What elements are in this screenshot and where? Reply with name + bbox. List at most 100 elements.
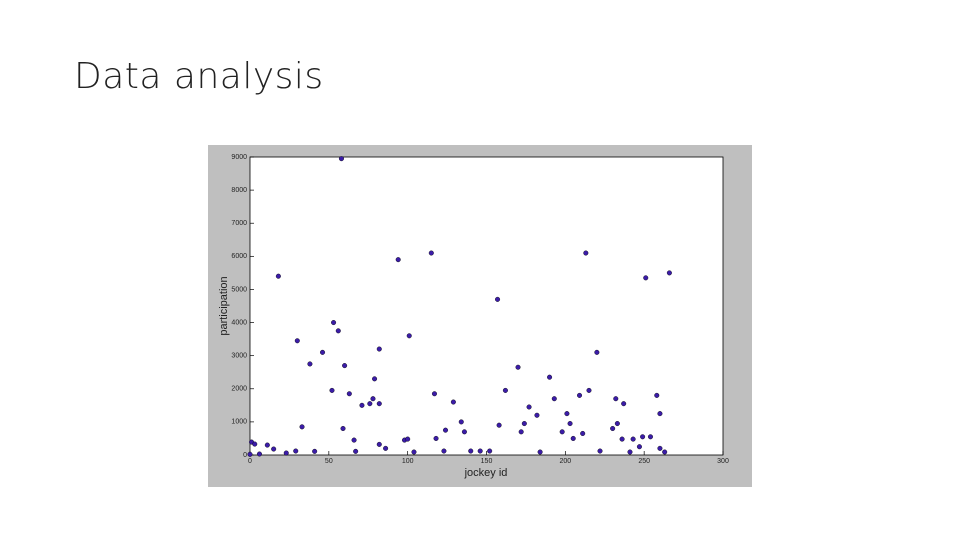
point	[342, 363, 348, 369]
point	[496, 422, 502, 428]
point	[662, 449, 668, 455]
point	[329, 387, 335, 393]
point	[657, 411, 663, 417]
plot-area	[249, 156, 724, 456]
point	[461, 429, 467, 435]
point	[594, 349, 600, 355]
point	[564, 411, 570, 417]
point	[468, 448, 474, 454]
point	[577, 392, 583, 398]
point	[627, 449, 633, 455]
point	[458, 419, 464, 425]
y-tick-label: 0	[243, 452, 247, 459]
x-tick-label: 200	[559, 458, 571, 465]
point	[370, 396, 376, 402]
point	[613, 396, 619, 402]
point	[312, 448, 318, 454]
point	[551, 396, 557, 402]
point	[502, 387, 508, 393]
point	[580, 430, 586, 436]
point	[495, 296, 501, 302]
point	[340, 426, 346, 432]
point	[383, 445, 389, 451]
x-tick-label: 150	[481, 458, 493, 465]
x-tick-label: 0	[248, 458, 252, 465]
y-tick-label: 7000	[231, 220, 247, 227]
point	[630, 436, 636, 442]
point	[621, 401, 627, 407]
point	[441, 448, 447, 454]
point	[583, 250, 589, 256]
point	[526, 404, 532, 410]
point	[614, 421, 620, 427]
point	[247, 451, 253, 457]
point	[376, 346, 382, 352]
point	[518, 429, 524, 435]
point	[428, 250, 434, 256]
x-tick-label: 250	[638, 458, 650, 465]
y-tick-label: 9000	[231, 154, 247, 161]
point	[331, 320, 337, 326]
x-tick-label: 100	[402, 458, 414, 465]
point	[405, 436, 411, 442]
point	[294, 338, 300, 344]
x-tick-label: 50	[325, 458, 333, 465]
slide-title: Data analysis	[74, 56, 324, 97]
point	[450, 399, 456, 405]
point	[264, 442, 270, 448]
y-axis-label: participation	[218, 276, 230, 335]
point	[271, 446, 277, 452]
point	[256, 451, 262, 457]
point	[537, 449, 543, 455]
point	[346, 391, 352, 397]
point	[657, 445, 663, 451]
point	[359, 402, 365, 408]
point	[320, 349, 326, 355]
point	[610, 426, 616, 432]
point	[559, 429, 565, 435]
point	[252, 441, 258, 447]
point	[335, 328, 341, 334]
point	[338, 156, 344, 162]
y-tick-label: 4000	[231, 319, 247, 326]
point	[372, 376, 378, 382]
point	[586, 387, 592, 393]
y-tick-label: 1000	[231, 419, 247, 426]
point	[351, 437, 357, 443]
y-tick-label: 6000	[231, 253, 247, 260]
point	[275, 273, 281, 279]
point	[477, 448, 483, 454]
point	[570, 435, 576, 441]
point	[654, 392, 660, 398]
point	[619, 436, 625, 442]
point	[547, 374, 553, 380]
point	[283, 450, 289, 456]
point	[376, 401, 382, 407]
point	[647, 434, 653, 440]
point	[643, 275, 649, 281]
point	[395, 257, 401, 263]
point	[515, 364, 521, 370]
point	[406, 333, 412, 339]
point	[666, 270, 672, 276]
point	[640, 434, 646, 440]
point	[353, 448, 359, 454]
y-tick-label: 2000	[231, 386, 247, 393]
x-axis-label: jockey id	[464, 467, 508, 479]
point	[307, 361, 313, 367]
y-tick-label: 5000	[231, 286, 247, 293]
point	[411, 449, 417, 455]
point	[521, 421, 527, 427]
y-tick-label: 3000	[231, 353, 247, 360]
point	[431, 391, 437, 397]
point	[376, 441, 382, 447]
point	[636, 444, 642, 450]
point	[487, 448, 493, 454]
point	[433, 435, 439, 441]
point	[299, 424, 305, 430]
point	[597, 448, 603, 454]
point	[534, 412, 540, 418]
point	[567, 421, 573, 427]
